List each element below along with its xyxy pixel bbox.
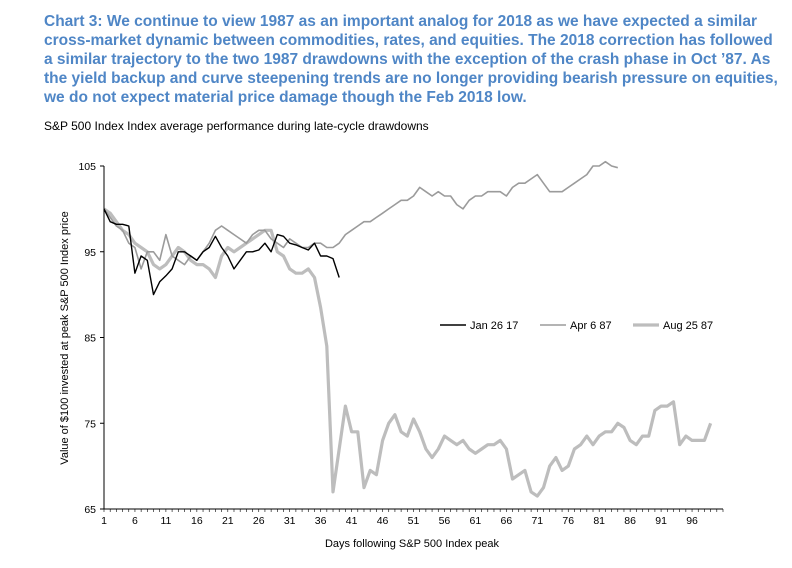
x-tick-label: 61 <box>470 515 482 527</box>
x-tick-label: 36 <box>315 515 327 527</box>
x-tick-label: 31 <box>284 515 296 527</box>
y-tick-label: 85 <box>84 333 96 345</box>
series-line-apr-6-87 <box>103 160 619 270</box>
legend-label: Jan 26 17 <box>470 320 518 332</box>
chart-heading: Chart 3: We continue to view 1987 as an … <box>44 13 778 106</box>
x-tick-label: 86 <box>624 515 636 527</box>
x-tick-label: 26 <box>253 515 265 527</box>
x-tick-label: 96 <box>686 515 698 527</box>
y-tick-label: 105 <box>78 161 96 173</box>
chart-title: S&P 500 Index Index average performance … <box>44 119 429 133</box>
x-tick-label: 76 <box>562 515 574 527</box>
x-tick-label: 56 <box>439 515 451 527</box>
y-axis-label: Value of $100 invested at peak S&P 500 I… <box>59 211 71 464</box>
y-tick-label: 95 <box>84 247 96 259</box>
x-tick-label: 71 <box>531 515 543 527</box>
x-tick-label: 6 <box>132 515 138 527</box>
x-tick-label: 1 <box>101 515 107 527</box>
x-tick-label: 66 <box>501 515 513 527</box>
legend: Jan 26 17 Apr 6 87 Aug 25 87 <box>440 320 713 332</box>
x-tick-label: 51 <box>408 515 420 527</box>
legend-label: Apr 6 87 <box>570 320 612 332</box>
x-tick-label: 81 <box>593 515 605 527</box>
y-tick-label: 65 <box>84 504 96 516</box>
x-tick-label: 41 <box>346 515 358 527</box>
legend-label: Aug 25 87 <box>663 320 713 332</box>
x-axis-label: Days following S&P 500 Index peak <box>325 538 500 550</box>
x-tick-label: 46 <box>377 515 389 527</box>
x-tick-label: 91 <box>655 515 667 527</box>
x-tick-label: 11 <box>160 515 171 527</box>
x-tick-label: 16 <box>191 515 203 527</box>
series-line-jan-26-17 <box>103 208 340 296</box>
series-line-aug-25-87 <box>103 207 713 498</box>
y-tick-label: 75 <box>84 418 96 430</box>
x-tick-label: 21 <box>222 515 234 527</box>
